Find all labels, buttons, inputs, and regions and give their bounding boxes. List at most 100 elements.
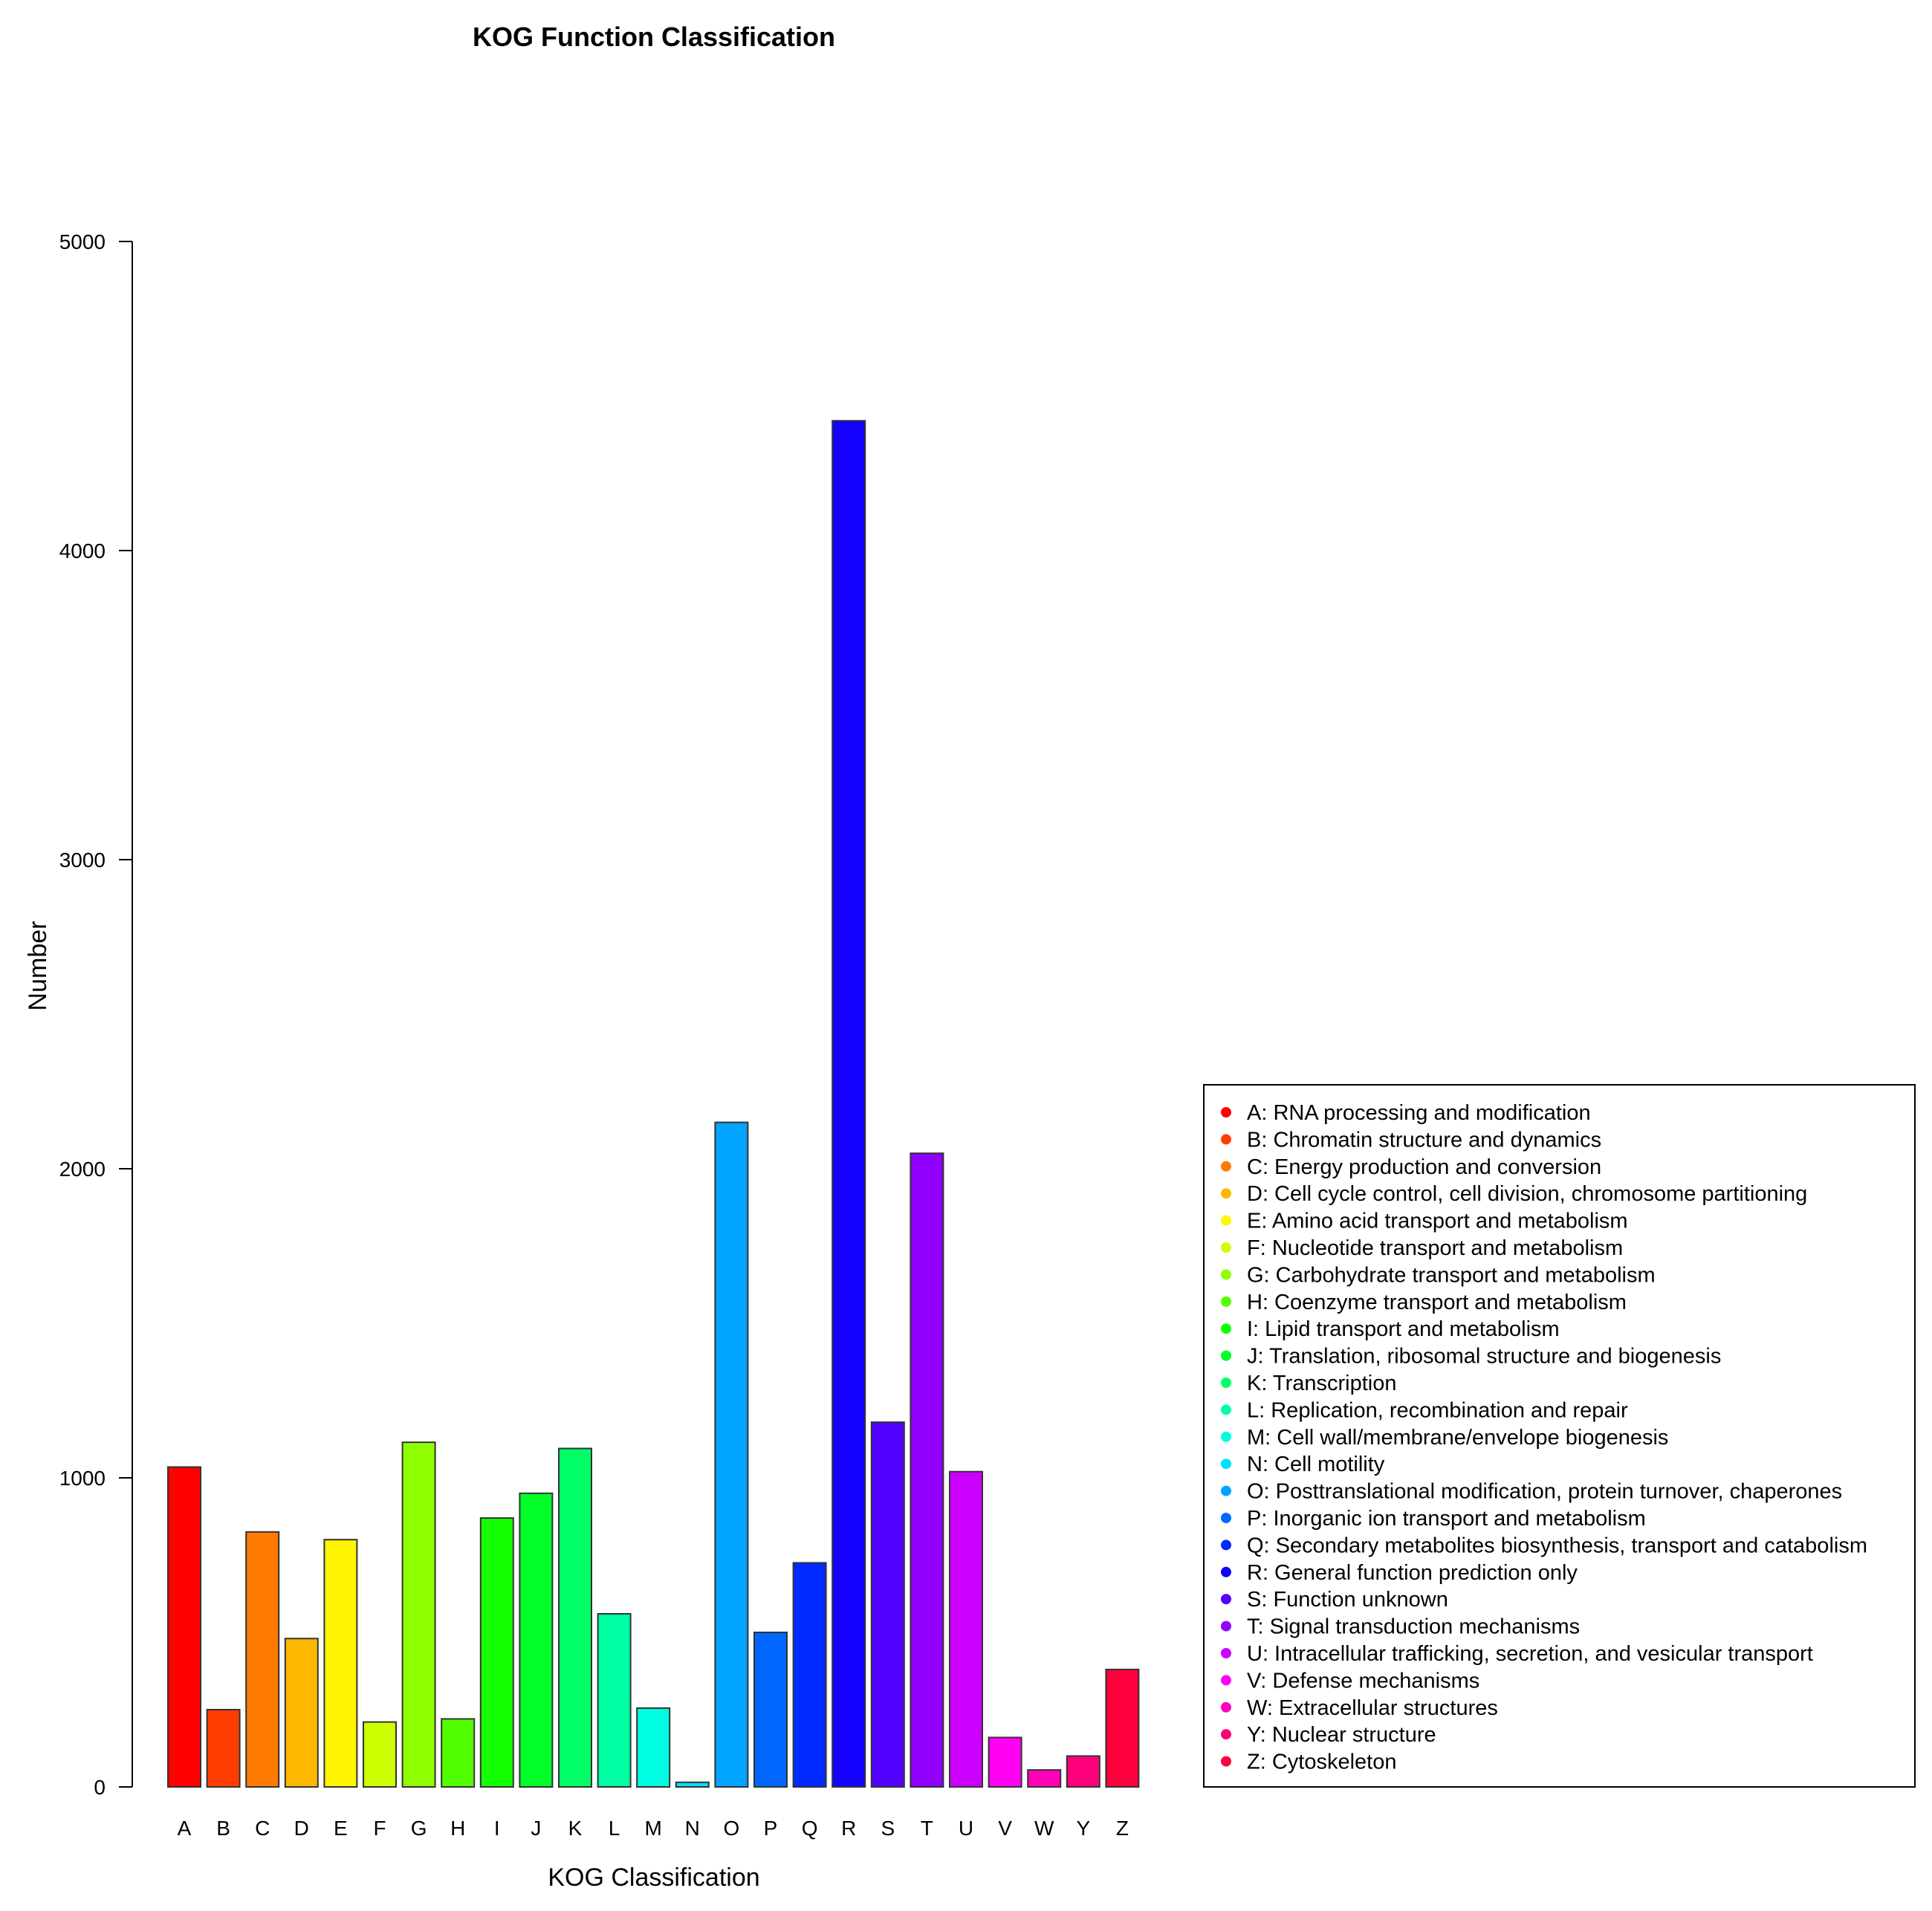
x-tick-label-N: N (685, 1817, 700, 1840)
x-tick-label-E: E (334, 1817, 348, 1840)
bar-N (675, 1781, 710, 1788)
bar-V (988, 1736, 1022, 1788)
x-axis-label: KOG Classification (548, 1863, 759, 1892)
y-tick-label: 2000 (59, 1158, 106, 1181)
x-tick-label-V: V (998, 1817, 1012, 1840)
legend-item: P: Inorganic ion transport and metabolis… (1247, 1507, 1646, 1531)
legend-marker (1221, 1459, 1231, 1470)
x-tick-label-U: U (959, 1817, 973, 1840)
bar-Y (1066, 1755, 1100, 1788)
x-tick-label-Z: Z (1116, 1817, 1129, 1840)
bar-I (479, 1517, 514, 1788)
legend-marker (1221, 1350, 1231, 1361)
legend-marker (1221, 1566, 1231, 1577)
x-tick-label-M: M (645, 1817, 662, 1840)
bar-O (714, 1121, 749, 1788)
legend-marker (1221, 1729, 1231, 1740)
x-tick-label-F: F (373, 1817, 386, 1840)
legend-marker (1221, 1161, 1231, 1172)
legend-item: Q: Secondary metabolites biosynthesis, t… (1247, 1534, 1867, 1557)
legend-item: M: Cell wall/membrane/envelope biogenesi… (1247, 1426, 1668, 1450)
legend-marker (1221, 1134, 1231, 1145)
y-tick-label: 4000 (59, 539, 106, 562)
x-tick-label-Y: Y (1076, 1817, 1090, 1840)
bar-A (167, 1466, 201, 1788)
legend-item: E: Amino acid transport and metabolism (1247, 1210, 1628, 1233)
bar-series (167, 420, 1140, 1788)
x-tick-label-W: W (1034, 1817, 1054, 1840)
chart-title: KOG Function Classification (473, 22, 835, 52)
bar-P (753, 1632, 788, 1788)
legend-marker (1221, 1701, 1231, 1713)
bar-B (206, 1709, 241, 1788)
x-tick-label-I: I (494, 1817, 500, 1840)
legend-marker (1221, 1378, 1231, 1388)
legend-marker (1221, 1648, 1231, 1658)
legend-item: J: Translation, ribosomal structure and … (1247, 1345, 1721, 1369)
bar-E (323, 1539, 358, 1788)
legend-marker (1221, 1296, 1231, 1307)
legend-item: A: RNA processing and modification (1247, 1101, 1591, 1125)
bar-F (363, 1721, 397, 1788)
legend-item: R: General function prediction only (1247, 1561, 1578, 1585)
bar-G (401, 1441, 436, 1788)
x-tick-label-D: D (294, 1817, 309, 1840)
legend-item: Y: Nuclear structure (1247, 1723, 1436, 1747)
y-tick-label: 3000 (59, 849, 106, 872)
legend-item: O: Posttranslational modification, prote… (1247, 1480, 1842, 1504)
x-tick-label-C: C (255, 1817, 270, 1840)
legend-item: G: Carbohydrate transport and metabolism (1247, 1263, 1656, 1287)
legend-marker (1221, 1485, 1231, 1496)
x-tick-label-G: G (411, 1817, 427, 1840)
x-tick-label-S: S (881, 1817, 895, 1840)
x-tick-label-R: R (841, 1817, 856, 1840)
bar-R (832, 420, 866, 1788)
legend-item: K: Transcription (1247, 1372, 1396, 1395)
legend-marker (1221, 1431, 1231, 1442)
legend-item: H: Coenzyme transport and metabolism (1247, 1291, 1627, 1314)
x-tick-label-K: K (568, 1817, 583, 1840)
legend-box (1203, 1084, 1916, 1788)
legend-item: I: Lipid transport and metabolism (1247, 1317, 1560, 1341)
legend-marker (1221, 1594, 1231, 1605)
legend-item: N: Cell motility (1247, 1453, 1385, 1476)
legend-item: C: Energy production and conversion (1247, 1155, 1601, 1179)
legend-marker (1221, 1404, 1231, 1415)
bar-Z (1105, 1668, 1140, 1788)
legend-item: S: Function unknown (1247, 1588, 1448, 1612)
legend-item: U: Intracellular trafficking, secretion,… (1247, 1642, 1813, 1666)
x-tick-label-A: A (178, 1817, 192, 1840)
legend-marker (1221, 1513, 1231, 1523)
legend-marker (1221, 1242, 1231, 1253)
legend-item: F: Nucleotide transport and metabolism (1247, 1236, 1623, 1260)
y-tick-label: 0 (94, 1776, 106, 1799)
legend-item: L: Replication, recombination and repair (1247, 1398, 1628, 1422)
legend-marker (1221, 1675, 1231, 1686)
y-tick-label: 1000 (59, 1467, 106, 1490)
legend-marker (1221, 1539, 1231, 1551)
x-tick-label-T: T (921, 1817, 933, 1840)
legend-item: Z: Cytoskeleton (1247, 1751, 1396, 1774)
legend-item: D: Cell cycle control, cell division, ch… (1247, 1182, 1807, 1206)
legend-marker (1221, 1756, 1231, 1767)
legend-marker (1221, 1269, 1231, 1280)
x-tick-label-Q: Q (802, 1817, 818, 1840)
legend-marker (1221, 1107, 1231, 1117)
bar-D (284, 1638, 319, 1788)
x-tick-label-O: O (724, 1817, 740, 1840)
legend-marker (1221, 1188, 1231, 1199)
legend-marker (1221, 1215, 1231, 1226)
x-tick-label-P: P (764, 1817, 778, 1840)
y-axis: 0 1000 2000 3000 4000 5000 (59, 230, 133, 1799)
x-tick-label-B: B (216, 1817, 230, 1840)
y-tick-label: 5000 (59, 230, 106, 253)
x-tick-label-J: J (531, 1817, 541, 1840)
bar-S (870, 1421, 905, 1788)
legend-item: T: Signal transduction mechanisms (1247, 1615, 1580, 1639)
legend-marker (1221, 1323, 1231, 1334)
x-tick-label-H: H (450, 1817, 465, 1840)
legend: A: RNA processing and modification B: Chr… (1203, 1084, 1916, 1788)
bar-J (519, 1492, 554, 1788)
bar-K (558, 1447, 592, 1788)
